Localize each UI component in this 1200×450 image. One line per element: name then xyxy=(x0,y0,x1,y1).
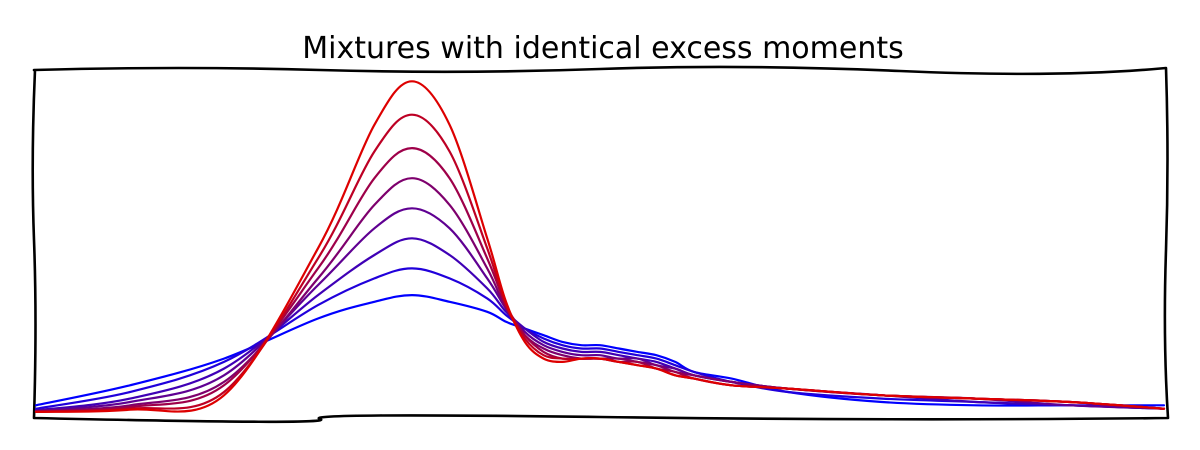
series-line-1 xyxy=(34,294,1166,407)
series-line-6 xyxy=(34,147,1166,413)
series-line-8 xyxy=(34,80,1166,413)
plot-frame xyxy=(31,65,1170,424)
series-line-7 xyxy=(34,113,1166,413)
chart-title: Mixtures with identical excess moments xyxy=(302,31,904,66)
series-line-2 xyxy=(34,267,1166,410)
series-line-5 xyxy=(34,177,1166,413)
series-group xyxy=(34,80,1166,413)
series-line-4 xyxy=(34,207,1166,413)
